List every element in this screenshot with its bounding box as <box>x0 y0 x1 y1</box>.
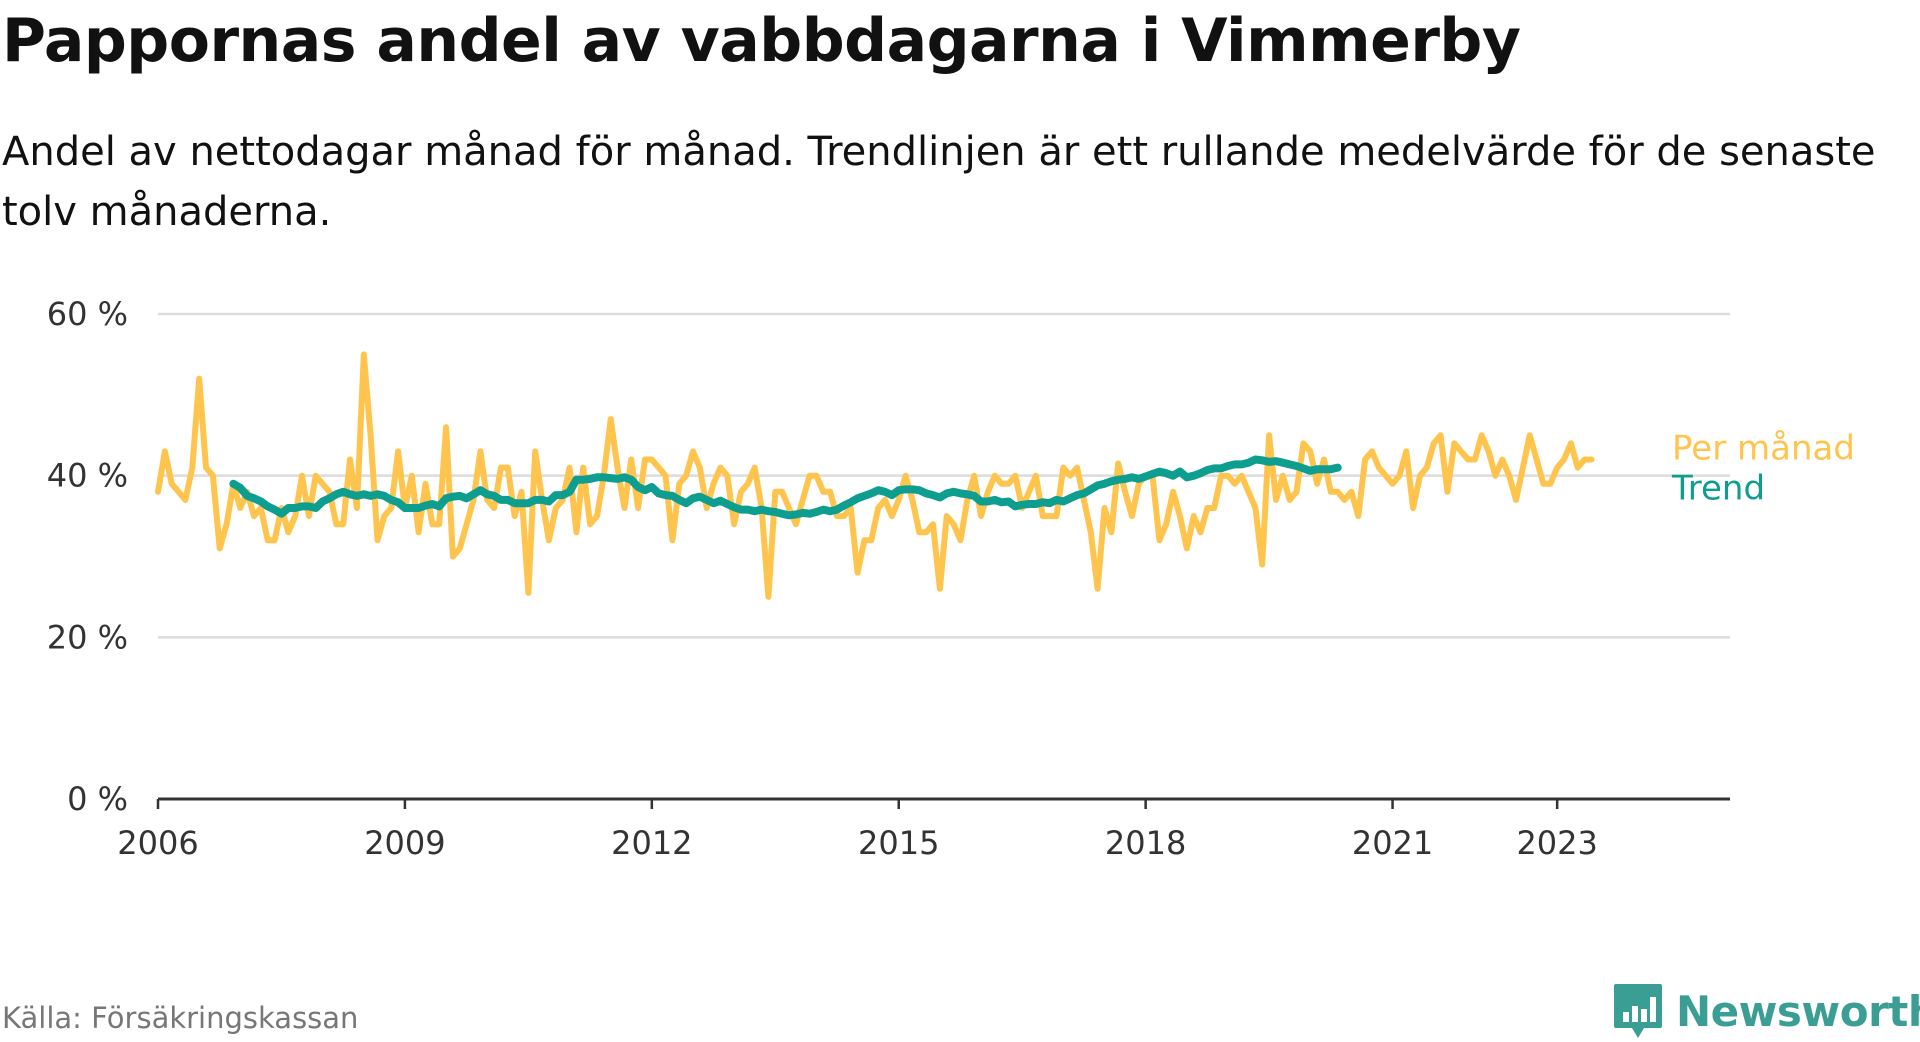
series-lines <box>155 351 1595 600</box>
y-tick-label: 20 % <box>47 618 128 656</box>
chart-subtitle: Andel av nettodagar månad för månad. Tre… <box>2 129 1876 235</box>
series-line-0 <box>155 351 1595 600</box>
brand-logo: Newsworthy <box>1612 980 1920 1042</box>
chart-title: Pappornas andel av vabbdagarna i Vimmerb… <box>2 6 1521 76</box>
x-tick-label: 2023 <box>1516 824 1597 862</box>
x-tick-label: 2009 <box>364 824 445 862</box>
x-tick-label: 2015 <box>858 824 939 862</box>
chart-bubble-icon <box>1614 984 1662 1038</box>
gridlines <box>158 312 1730 639</box>
series-label-0: Per månad <box>1672 429 1855 469</box>
y-tick-label: 60 % <box>47 295 128 333</box>
x-tick-label: 2021 <box>1352 824 1433 862</box>
series-line-1 <box>229 455 1342 520</box>
x-tick-label: 2006 <box>117 824 198 862</box>
brand-name: Newsworthy <box>1676 986 1920 1036</box>
y-axis-tick-labels: 0 % 20 % 40 % 60 % <box>47 295 128 818</box>
y-tick-label: 0 % <box>67 780 128 818</box>
y-tick-label: 40 % <box>47 457 128 495</box>
x-tick-label: 2012 <box>611 824 692 862</box>
x-tick-label: 2018 <box>1105 824 1186 862</box>
source-note: Källa: Försäkringskassan <box>2 1001 359 1035</box>
series-label-1: Trend <box>1671 469 1765 509</box>
x-axis: 2006 2009 2012 2015 2018 2021 2023 <box>117 797 1730 862</box>
